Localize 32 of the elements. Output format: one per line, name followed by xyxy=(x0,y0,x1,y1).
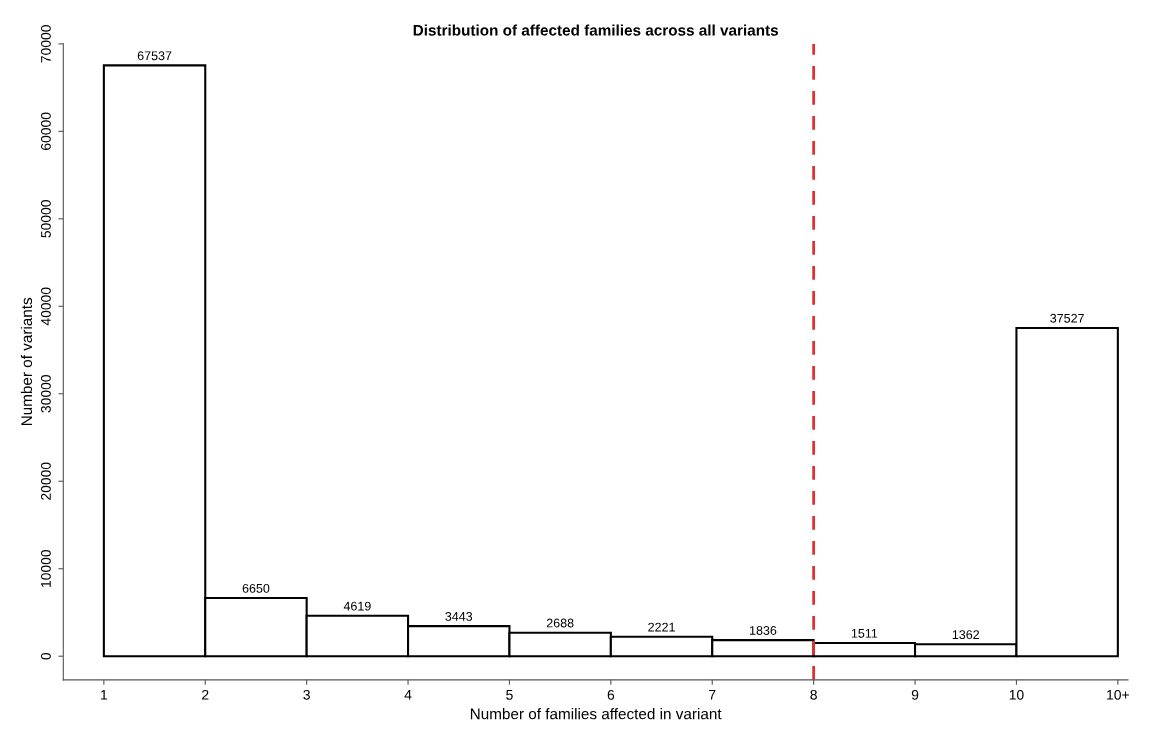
x-tick-label: 10+ xyxy=(1107,689,1129,700)
data-label: 2221 xyxy=(648,622,675,632)
y-tick-label: 30000 xyxy=(41,375,51,413)
data-label: 4619 xyxy=(343,601,371,611)
y-axis-title: Number of variants xyxy=(20,297,33,426)
y-tick-label: 0 xyxy=(41,652,51,660)
data-label: 1836 xyxy=(750,626,777,635)
x-tick-label: 9 xyxy=(911,689,919,700)
x-tick-label: 5 xyxy=(506,690,513,700)
y-tick-label: 10000 xyxy=(41,549,51,587)
x-axis-title: Number of families affected in variant xyxy=(470,708,722,720)
data-label: 2688 xyxy=(546,618,574,628)
x-tick-label: 7 xyxy=(709,690,716,700)
y-tick-label: 50000 xyxy=(41,200,51,238)
data-label: 37527 xyxy=(1050,313,1084,323)
data-label: 1362 xyxy=(952,630,980,640)
x-tick-label: 4 xyxy=(404,690,412,700)
chart-title: Distribution of affected families across all variants xyxy=(413,24,778,36)
x-tick-label: 2 xyxy=(202,689,209,700)
data-label: 6650 xyxy=(242,583,270,593)
data-label: 67537 xyxy=(137,51,172,61)
x-tick-label: 3 xyxy=(303,689,310,700)
x-tick-label: 6 xyxy=(607,689,615,700)
x-tick-label: 1 xyxy=(101,690,108,700)
y-tick-label: 20000 xyxy=(41,462,51,500)
x-tick-label: 10 xyxy=(1009,689,1024,700)
y-tick-label: 40000 xyxy=(41,287,51,326)
x-tick-label: 8 xyxy=(810,689,817,700)
y-tick-label: 70000 xyxy=(41,25,51,63)
data-label: 3443 xyxy=(445,611,473,621)
y-tick-label: 60000 xyxy=(41,112,51,150)
data-label: 1511 xyxy=(851,629,878,638)
